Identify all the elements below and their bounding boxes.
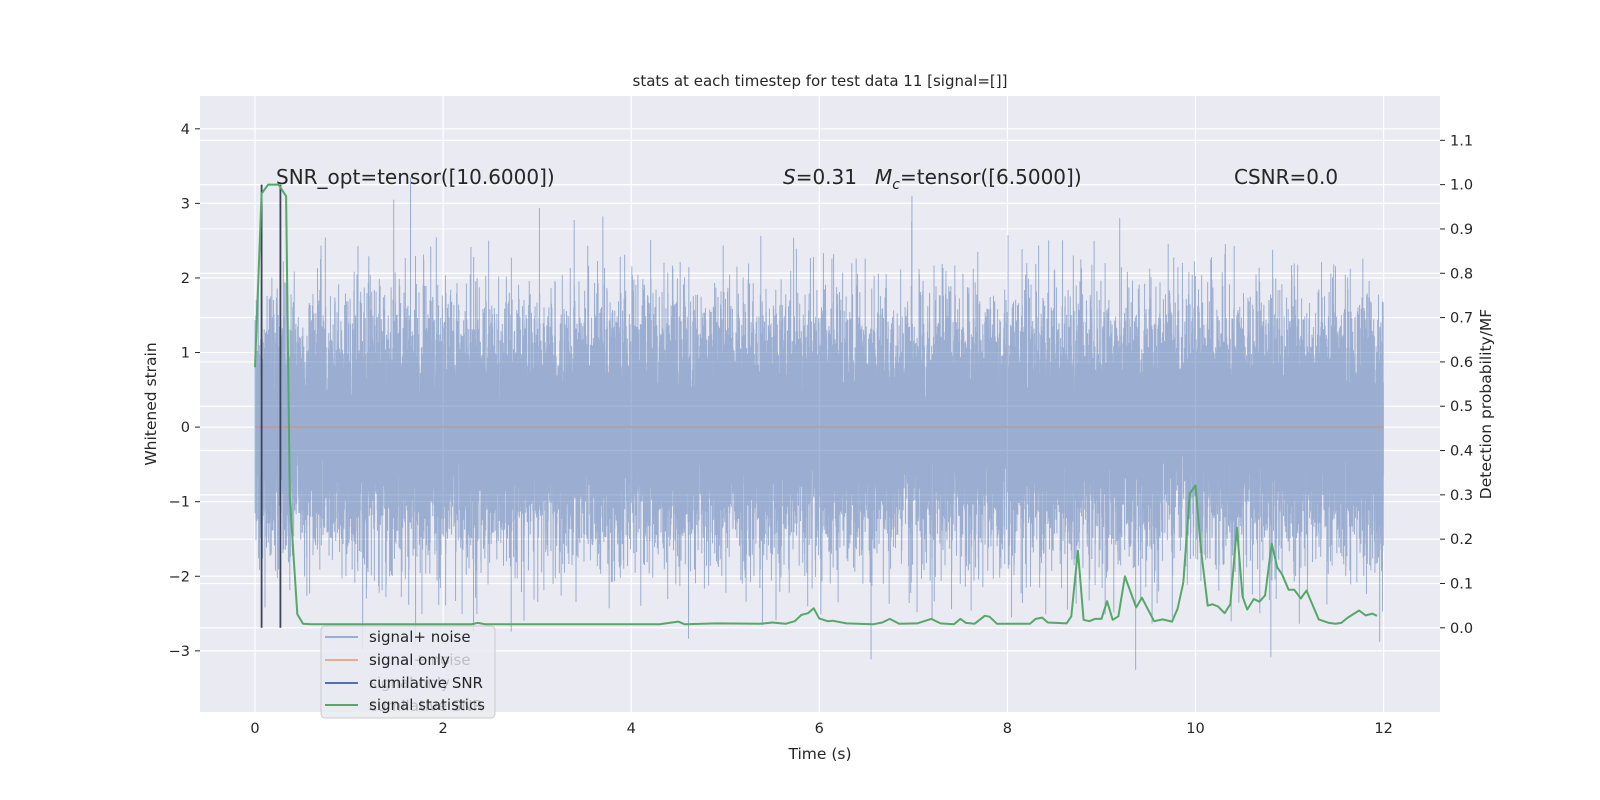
legend: signal+ noise signal only cumilative SNR… [320,625,496,719]
mc-value: =tensor([6.5000]) [900,165,1082,189]
y-right-tick-label: 0.1 [1450,576,1473,592]
legend-box [320,625,496,719]
legend-ghost-label: signal+ noise [369,651,471,669]
legend-label: signal+ noise [369,628,471,646]
legend-label: signal statistics [369,696,485,714]
mc-symbol: M [875,165,892,189]
legend-label: signal only [369,651,450,669]
y-tick-label: 2 [181,271,190,287]
legend-ghost-label: signal only [369,674,450,692]
legend-label: cumilative SNR [369,674,483,692]
x-tick-label: 8 [1003,721,1012,737]
x-tick-label: 0 [250,721,259,737]
y-right-tick-label: 0.0 [1450,621,1473,637]
y-tick-label: 1 [181,346,190,362]
y-tick-label: −3 [169,644,190,660]
y-right-tick-label: 0.8 [1450,266,1473,282]
s-symbol: S [783,165,796,189]
y-tick-label: 4 [181,122,190,138]
y-tick-label: 0 [181,420,190,436]
x-tick-label: 4 [627,721,636,737]
series-signal-statistics [254,183,1378,626]
y-tick-label: −1 [169,495,190,511]
annotation-csnr: CSNR=0.0 [1234,165,1338,189]
x-tick-label: 12 [1374,721,1392,737]
legend-ghost: signal+ noise signal only cumilative SNR [369,651,483,715]
y-right-tick-label: 1.0 [1450,178,1473,194]
x-tick-label: 10 [1186,721,1204,737]
y-right-tick-label: 1.1 [1450,133,1473,149]
y-right-tick-label: 0.4 [1450,444,1473,460]
y-right-tick-label: 0.3 [1450,488,1473,504]
annotation-s-mc: S=0.31 Mc=tensor([6.5000]) [783,165,1082,193]
x-axis-label: Time (s) [787,745,851,763]
series-cumulative-snr [260,184,282,628]
y-right-tick-label: 0.6 [1450,355,1473,371]
x-tick-label: 2 [438,721,447,737]
series-signal-plus-noise [254,177,1385,670]
chart-title: stats at each timestep for test data 11 … [633,72,1008,90]
mc-subscript: c [892,177,900,193]
s-value: =0.31 [796,165,857,189]
annotation-snr-opt: SNR_opt=tensor([10.6000]) [276,165,555,189]
y-axis-right-label: Detection probability/MF [1477,309,1495,500]
axis-ticks: 0 2 4 6 8 10 12−3−2−1012340.00.10.20.30.40.50.… [169,122,1473,737]
y-right-tick-label: 0.2 [1450,532,1473,548]
y-tick-label: −2 [169,569,190,585]
y-right-tick-label: 0.9 [1450,222,1473,238]
legend-ghost-label: cumilative SNR [369,697,483,715]
y-tick-label: 3 [181,196,190,212]
y-right-tick-label: 0.7 [1450,311,1473,327]
plot-area [254,177,1385,670]
x-tick-label: 6 [815,721,824,737]
y-axis-label: Whitened strain [142,342,160,465]
y-right-tick-label: 0.5 [1450,399,1473,415]
